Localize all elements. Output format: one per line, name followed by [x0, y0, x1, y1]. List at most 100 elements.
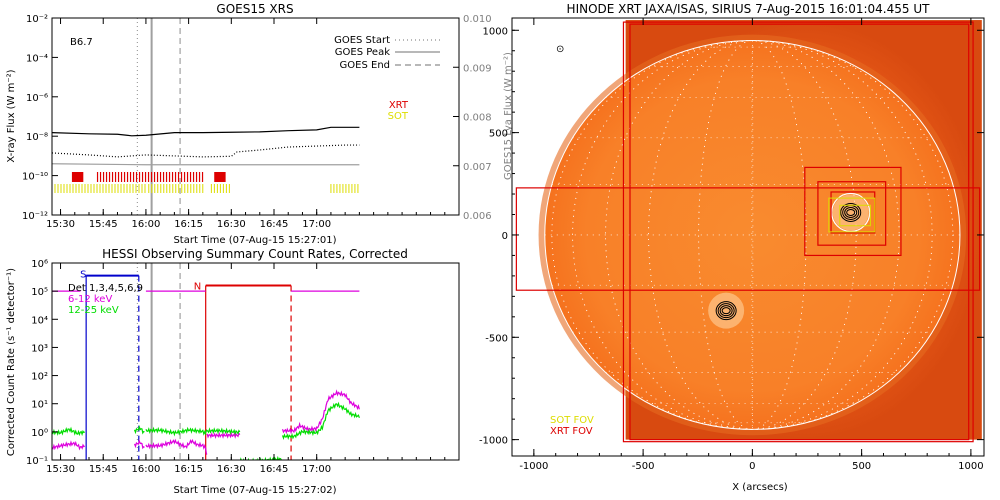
goes-legend-start-label: GOES Start	[334, 35, 390, 46]
hessi-x-axis-label: Start Time (07-Aug-15 15:27:02)	[173, 485, 336, 496]
y-tick-label: 10²	[31, 372, 48, 383]
x-tick-label: 15:30	[46, 219, 75, 230]
y-tick-label: 10¹	[31, 400, 48, 411]
xrt-y-tick-label: -1000	[479, 436, 508, 447]
goes-series-line	[52, 163, 360, 166]
goes-xrt-label: XRT	[389, 100, 409, 111]
xrt-coverage-block	[214, 172, 226, 182]
hessi-legend-high: 12-25 keV	[68, 305, 119, 316]
xrt-axes: -1000 -500 0 500 1000 1000 500 0 -500 -1000	[479, 18, 984, 472]
xrt-y-tick-label: 500	[489, 129, 508, 140]
hessi-series-line	[281, 389, 360, 435]
goes-series-line	[52, 126, 360, 137]
y-tick-label: 10⁵	[31, 287, 48, 298]
hessi-series-line	[52, 426, 86, 437]
bright-region	[832, 194, 869, 231]
sot-fov-box	[828, 197, 876, 233]
goes-title: GOES15 XRS	[216, 2, 293, 16]
xrt-y-tick-label: -500	[485, 333, 508, 344]
hessi-legend-low: 6-12 keV	[68, 294, 112, 305]
x-tick-label: 16:30	[217, 219, 246, 230]
xrt-legend-sot: SOT FOV	[550, 415, 594, 426]
goes-legend-end-label: GOES End	[340, 60, 390, 71]
longitude-line	[751, 40, 754, 430]
x-tick-label: 16:45	[260, 219, 289, 230]
x-tick-label: 16:30	[217, 464, 246, 475]
right-tick-label: 0.010	[463, 14, 492, 25]
x-tick-label: 16:00	[132, 219, 161, 230]
bright-region	[708, 292, 745, 329]
x-tick-label: 16:15	[174, 464, 203, 475]
xrt-fov-box	[515, 187, 981, 291]
xrt-x-axis-label: X (arcsecs)	[732, 482, 788, 493]
hessi-contour	[840, 202, 862, 222]
hessi-series-line	[133, 424, 145, 435]
right-tick-label: 0.007	[463, 162, 492, 173]
longitude-line	[698, 40, 807, 430]
hessi-overlays	[136, 263, 181, 460]
hessi-contour	[717, 303, 735, 319]
xrt-fov-box	[804, 166, 902, 257]
hessi-series-line	[206, 431, 241, 440]
x-tick-label: 15:45	[89, 219, 118, 230]
longitude-line	[551, 40, 954, 430]
goes-right-axis-label: GOES15 Lya Flux (W m⁻²)	[503, 52, 514, 180]
y-tick-label: 10⁴	[31, 315, 48, 326]
hessi-legend-det: Det 1,3,4,5,6,9	[68, 283, 143, 294]
hessi-contour	[844, 206, 858, 218]
hessi-series-line	[145, 438, 208, 455]
goes-x-axis-label: Start Time (07-Aug-15 15:27:01)	[173, 235, 336, 246]
x-tick-label: 16:15	[174, 219, 203, 230]
sot-fov-box	[839, 204, 871, 227]
hessi-plot-frame	[51, 262, 460, 461]
hessi-contour	[715, 301, 737, 321]
xrt-image	[512, 18, 984, 456]
y-tick-label: 10³	[31, 343, 48, 354]
xrt-fov-box	[817, 181, 887, 246]
y-tick-label: 10⁻¹²	[22, 211, 48, 222]
x-tick-label: 16:00	[132, 464, 161, 475]
hessi-series-line	[281, 401, 360, 440]
hessi-title: HESSI Observing Summary Count Rates, Cor…	[102, 247, 408, 261]
xrt-fov-box	[629, 23, 970, 441]
right-tick-label: 0.008	[463, 113, 492, 124]
y-tick-label: 10⁶	[31, 259, 48, 270]
goes-flare-class: B6.7	[70, 37, 93, 48]
xrt-x-tick-label: 0	[749, 461, 755, 472]
goes-legend: GOES Start GOES Peak GOES End XRT SOT	[334, 35, 440, 122]
hessi-series-line	[145, 426, 207, 437]
saa-marker: S	[80, 270, 86, 281]
goes-xrs-panel: GOES15 XRS 15:30 15:45 16:00 16:15 16:30 16:4…	[6, 2, 514, 246]
right-tick-label: 0.009	[463, 63, 492, 74]
hessi-series-line	[205, 427, 241, 436]
hessi-panel: HESSI Observing Summary Count Rates, Cor…	[6, 247, 460, 496]
hessi-series-group: SN	[52, 270, 360, 460]
y-tick-label: 10⁻⁶	[26, 93, 48, 104]
goes-sot-label: SOT	[388, 111, 409, 122]
hessi-series-line	[133, 439, 145, 450]
xrt-x-tick-label: -500	[632, 461, 655, 472]
hessi-legend: Det 1,3,4,5,6,9 6-12 keV 12-25 keV	[68, 283, 143, 316]
goes-y-axis-label: X-ray Flux (W m⁻²)	[6, 69, 17, 162]
hessi-y-axis-label: Corrected Count Rate (s⁻¹ detector⁻¹)	[6, 268, 17, 456]
xrt-plot-frame	[511, 17, 985, 457]
hessi-contour	[719, 305, 733, 317]
goes-axes: 15:30 15:45 16:00 16:15 16:30 16:45 17:00 10⁻¹²…	[22, 14, 492, 230]
xrt-x-tick-label: -1000	[519, 461, 548, 472]
goes-series-group	[52, 126, 360, 193]
goes-series-line	[52, 144, 360, 158]
y-tick-label: 10⁻²	[26, 14, 48, 25]
xrt-x-tick-label: 500	[852, 461, 871, 472]
hinode-xrt-panel: HINODE XRT JAXA/ISAS, SIRIUS 7-Aug-2015 …	[479, 2, 985, 493]
x-tick-label: 15:30	[46, 464, 75, 475]
y-tick-label: 10⁻⁸	[26, 132, 48, 143]
xrt-y-tick-label: 0	[502, 231, 508, 242]
xrt-sun-symbol: ⊙	[556, 44, 564, 55]
hessi-contour	[721, 307, 731, 315]
longitude-line	[605, 40, 900, 430]
hessi-series-line	[239, 455, 283, 460]
hessi-contour	[846, 208, 856, 216]
y-tick-label: 10⁻¹	[26, 456, 48, 467]
xrt-x-tick-label: 1000	[958, 461, 983, 472]
